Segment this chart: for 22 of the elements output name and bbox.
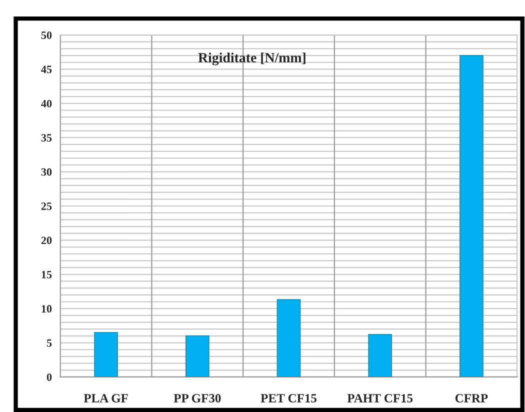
- y-tick-label: 40: [41, 100, 52, 108]
- bar: [459, 54, 484, 377]
- y-tick-label: 5: [46, 339, 52, 347]
- y-tick-label: 10: [42, 305, 52, 313]
- bar: [185, 335, 210, 377]
- y-tick-label: 20: [41, 236, 52, 244]
- y-tick-label: 35: [41, 134, 52, 142]
- x-tick-label: PET CF15: [260, 394, 316, 402]
- y-tick-label: 50: [41, 31, 52, 39]
- y-tick-label: 25: [41, 202, 52, 210]
- bar: [94, 332, 118, 377]
- x-tick-label: PLA GF: [84, 394, 128, 402]
- y-tick-label: 15: [42, 270, 52, 278]
- x-tick-label: CFRP: [455, 394, 488, 402]
- y-tick-label: 45: [41, 66, 52, 74]
- y-tick-label: 30: [41, 168, 52, 176]
- bar: [368, 334, 392, 377]
- text: Rigiditate [N/mm]: [198, 52, 306, 66]
- y-tick-label: 0: [46, 373, 52, 381]
- bar: [276, 299, 301, 377]
- x-tick-label: PAHT CF15: [347, 394, 413, 402]
- x-tick-label: PP GF30: [174, 394, 221, 402]
